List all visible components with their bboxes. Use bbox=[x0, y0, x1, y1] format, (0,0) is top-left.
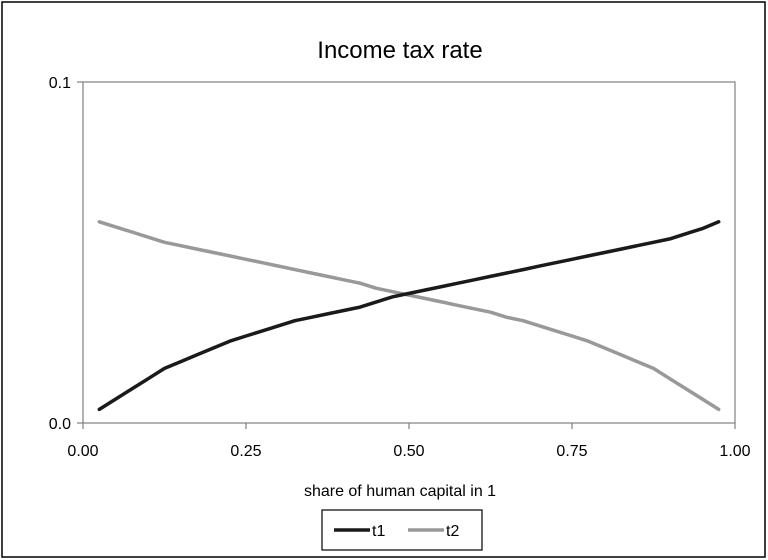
x-axis-ticks: 0.00 0.25 0.50 0.75 1.00 bbox=[67, 423, 751, 460]
y-tick-label: 0.1 bbox=[49, 75, 71, 92]
chart-title: Income tax rate bbox=[317, 37, 482, 64]
series-line-t1 bbox=[97, 220, 721, 412]
y-tick-label: 0.0 bbox=[49, 416, 71, 433]
legend-label-t1: t1 bbox=[372, 523, 385, 540]
legend: t1 t2 bbox=[321, 509, 483, 551]
x-tick-label: 0.50 bbox=[393, 443, 424, 460]
series-layer bbox=[97, 220, 721, 412]
x-axis-title: share of human capital in 1 bbox=[304, 483, 496, 500]
legend-label-t2: t2 bbox=[446, 523, 459, 540]
x-tick-label: 0.25 bbox=[230, 443, 261, 460]
x-tick-label: 0.00 bbox=[67, 443, 98, 460]
y-axis-ticks: 0.0 0.1 bbox=[49, 75, 83, 433]
x-tick-label: 1.00 bbox=[719, 443, 750, 460]
x-tick-label: 0.75 bbox=[556, 443, 587, 460]
